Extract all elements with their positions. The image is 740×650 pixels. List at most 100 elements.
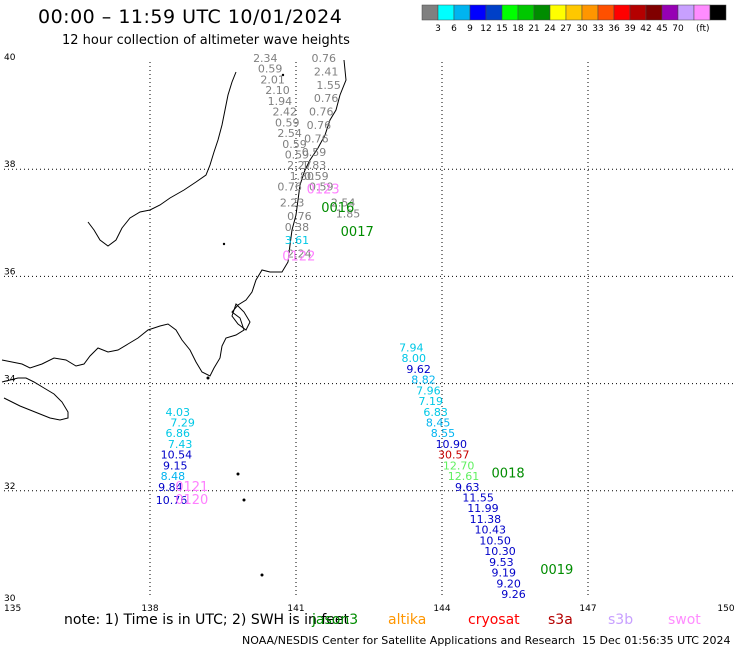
wave-height-value: 9.63 [455,481,480,494]
wave-height-value: 0.59 [282,138,307,151]
legend-swatch [613,4,631,21]
wave-height-value: 10.76 [156,494,188,507]
wave-height-value: 10.43 [475,524,507,537]
lat-tick-label: 38 [4,160,16,170]
wave-height-value: 2.54 [277,127,302,140]
wave-height-value: 30.57 [438,449,470,462]
legend-label: 3 [435,24,441,34]
wave-height-value: 1.80 [290,170,315,183]
pass-label: 0121 [175,480,208,495]
pass-label: 0018 [492,466,525,481]
satellite-altika: altika [388,612,427,628]
coastline [1,59,347,577]
wave-height-value: 11.55 [462,492,494,505]
wave-height-value: 2.42 [273,106,298,119]
wave-height-value: 2.41 [314,65,339,78]
wave-height-value: 0.38 [285,221,310,234]
legend-label: 36 [608,24,620,34]
legend-label: 6 [451,24,457,34]
legend-unit: (ft) [696,24,710,34]
legend-swatch [677,4,695,21]
wave-height-value: 8.45 [426,416,451,429]
wave-height-value: 6.83 [423,406,448,419]
coastline-izu [231,303,251,331]
wave-height-value: 8.48 [161,470,186,483]
lon-tick-label: 150 [717,604,734,614]
wave-height-value: 9.15 [163,459,188,472]
wave-height-value: 0.76 [287,210,312,223]
map-grid [4,62,734,598]
lon-tick-label: 141 [287,604,304,614]
legend-swatch [501,4,519,21]
wave-height-value: 0.76 [311,52,336,65]
wave-height-value: 2.54 [331,197,356,210]
lon-tick-label: 135 [4,604,21,614]
wave-height-value: 12.70 [443,459,475,472]
wave-height-value: 9.84 [158,481,183,494]
wave-height-value: 10.54 [161,449,193,462]
legend-swatch [581,4,599,21]
wave-height-value: 7.19 [419,395,444,408]
legend-label: 9 [467,24,473,34]
satellite-swot: swot [668,612,701,628]
legend-swatch [629,4,647,21]
wave-height-value: 4.03 [165,406,190,419]
lat-tick-label: 36 [4,267,16,277]
wave-height-value: 8.55 [431,427,456,440]
coastline-sea-of-japan [87,71,237,247]
footer-note: note: 1) Time is in UTC; 2) SWH is in fe… [64,612,350,628]
legend-swatch [645,4,663,21]
legend-label: 70 [672,24,684,34]
legend-swatch [549,4,567,21]
legend-label: 42 [640,24,651,34]
legend-swatch [709,4,727,21]
pass-labels: 0123001600170122001800190121012008230824… [175,182,573,578]
wave-height-value: 9.26 [501,588,526,601]
legend-label: 21 [528,24,539,34]
satellite-s3b: s3b [608,612,634,628]
wave-height-value: 0.76 [307,119,332,132]
wave-height-value: 2.23 [280,197,305,210]
legend-label: 45 [656,24,667,34]
satellite-cryosat: cryosat [468,612,520,628]
wave-height-value: 0.59 [302,146,327,159]
wave-height-value: 0.59 [258,63,283,76]
lon-tick-label: 147 [579,604,596,614]
pass-label: 0122 [282,249,315,264]
wave-height-value: 7.96 [416,384,441,397]
wave-height-value: 8.82 [411,374,436,387]
pass-label: 0019 [540,563,573,578]
legend-swatch [453,4,471,21]
legend-swatch [693,4,711,21]
legend-label: 15 [496,24,507,34]
wave-height-value: 7.43 [168,438,193,451]
lon-tick-label: 144 [433,604,450,614]
wave-height-value: 1.85 [336,207,361,220]
wave-height-value: 1.55 [316,79,341,92]
wave-height-value: 0.76 [314,92,339,105]
wave-height-value: 9.53 [489,556,513,569]
pass-label: 0017 [341,225,374,240]
wave-height-value: 8.00 [402,352,427,365]
coastline-shikoku [1,377,69,421]
satellite-jason3: jason3 [312,612,359,628]
footer-timestamp: 15 Dec 01:56:35 UTC 2024 [582,634,731,647]
wave-height-value: 0.59 [275,116,300,129]
wave-height-value: 11.38 [470,513,502,526]
wave-height-value: 2.24 [287,248,312,261]
axis-labels: 135 138 141 144 147 150 40 38 36 34 32 30 [4,53,735,614]
wave-height-value: 10.50 [479,534,511,547]
pass-label: 0123 [307,182,340,197]
map-subtitle: 12 hour collection of altimeter wave hei… [62,33,350,48]
footer-credit: NOAA/NESDIS Center for Satellite Applica… [242,634,576,647]
wave-height-value: 9.20 [496,577,521,590]
wave-height-value: 1.94 [268,95,293,108]
wave-height-value: 6.86 [165,427,190,440]
wave-height-value: 2.27 [287,159,312,172]
pass-label: 0120 [175,493,208,508]
lat-tick-label: 40 [4,53,16,63]
legend-label: 33 [592,24,603,34]
lon-tick-label: 138 [141,604,158,614]
wave-height-value: 0.59 [285,148,310,161]
